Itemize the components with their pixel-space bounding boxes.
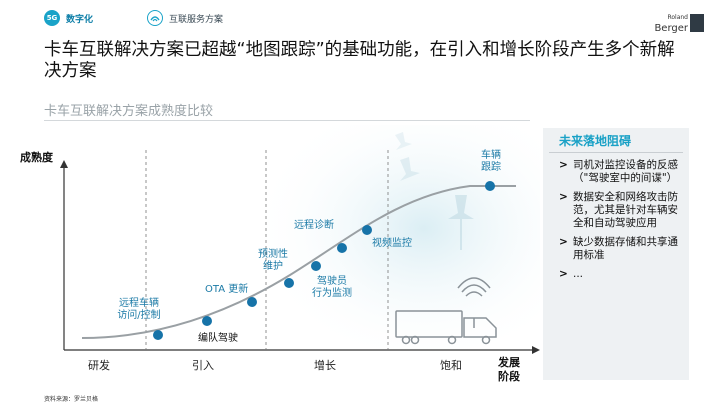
label-predictive-l2: 维护: [263, 261, 283, 272]
map-background: [250, 125, 540, 355]
label-ota-update: OTA 更新: [205, 284, 249, 295]
stage-rd: 研发: [88, 359, 110, 372]
bullet-icon: >: [559, 268, 568, 280]
brand-logo: Roland Berger: [640, 12, 688, 34]
label-tracking-l2: 跟踪: [481, 162, 501, 173]
label-remote-access: 远程车辆 访问/控制: [104, 298, 174, 322]
point-vehicle-tracking: [485, 181, 495, 191]
obstacle-item: > 司机对监控设备的反感（"驾驶室中的间谍"）: [559, 159, 683, 185]
label-driver-l2: 行为监测: [312, 288, 352, 299]
point-remote-access: [153, 330, 163, 340]
obstacle-text: 缺少数据存储和共享通用标准: [573, 236, 678, 261]
title-divider: [44, 120, 530, 121]
label-remote-access-l1: 远程车辆: [119, 298, 159, 309]
header-tag-digital: 5G 数字化: [44, 10, 93, 26]
bullet-icon: >: [559, 191, 568, 203]
obstacles-panel: 未来落地阻碍 > 司机对监控设备的反感（"驾驶室中的间谍"） > 数据安全和网络攻击…: [543, 128, 689, 380]
label-platooning: 编队驾驶: [198, 333, 238, 344]
bullet-icon: >: [559, 159, 568, 171]
x-axis-label-l2: 阶段: [498, 370, 520, 383]
obstacles-title: 未来落地阻碍: [559, 134, 632, 148]
label-remote-diagnostics: 远程诊断: [294, 220, 334, 231]
header-tag-connected-label: 互联服务方案: [169, 14, 224, 25]
header-tag-connected: 互联服务方案: [147, 10, 223, 26]
label-video-surveillance: 视频监控: [372, 238, 412, 249]
stage-introduction: 引入: [192, 359, 214, 372]
map-pin-icon: [448, 195, 474, 250]
header-tag-digital-label: 数字化: [66, 14, 94, 25]
map-pin-icon-2: [395, 132, 420, 181]
obstacles-divider: [549, 152, 683, 153]
obstacle-item: > 数据安全和网络攻击防范，尤其是针对车辆安全和自动驾驶应用: [559, 191, 683, 230]
point-video-surveillance: [362, 225, 372, 235]
point-driver-monitoring: [311, 261, 321, 271]
page-title: 卡车互联解决方案已超越“地图跟踪”的基础功能，在引入和增长阶段产生多个新解决方案: [44, 40, 675, 81]
x-axis-label-l1: 发展: [498, 356, 520, 369]
brand-line1: Roland: [667, 14, 688, 21]
point-platooning: [202, 316, 212, 326]
label-vehicle-tracking: 车辆 跟踪: [474, 150, 508, 174]
source-note: 资料来源：罗兰贝格: [44, 396, 99, 403]
point-remote-diagnostics: [337, 243, 347, 253]
truck-icon: [395, 277, 497, 345]
label-predictive-maintenance: 预测性 维护: [250, 249, 296, 273]
obstacles-list: > 司机对监控设备的反感（"驾驶室中的间谍"） > 数据安全和网络攻击防范，尤其是针…: [543, 159, 689, 281]
label-predictive-l1: 预测性: [258, 249, 288, 260]
label-driver-l1: 驾驶员: [317, 276, 347, 287]
y-axis-label: 成熟度: [20, 151, 53, 164]
label-tracking-l1: 车辆: [481, 150, 501, 161]
diagram-subtitle: 卡车互联解决方案成熟度比较: [44, 104, 214, 119]
connected-badge-icon: [147, 10, 163, 26]
brand-line2: Berger: [654, 23, 688, 34]
label-remote-access-l2: 访问/控制: [117, 310, 161, 321]
stage-growth: 增长: [314, 359, 336, 372]
obstacle-text: 数据安全和网络攻击防范，尤其是针对车辆安全和自动驾驶应用: [573, 191, 678, 229]
obstacle-item: > 缺少数据存储和共享通用标准: [559, 236, 683, 262]
digital-badge-icon: 5G: [44, 10, 60, 26]
point-predictive-maintenance: [284, 278, 294, 288]
obstacle-text: ...: [573, 268, 584, 280]
brand-mark-icon: [690, 14, 704, 32]
bullet-icon: >: [559, 236, 568, 248]
maturity-curve: [81, 185, 516, 339]
label-driver-monitoring: 驾驶员 行为监测: [304, 276, 360, 300]
obstacle-text: 司机对监控设备的反感（"驾驶室中的间谍"）: [573, 159, 678, 184]
obstacle-item: >...: [559, 268, 683, 281]
x-axis-arrow: [532, 346, 540, 354]
stage-saturation: 饱和: [440, 359, 462, 372]
y-axis-arrow: [60, 160, 68, 168]
x-axis-label: 发展 阶段: [498, 356, 520, 384]
point-ota-update: [247, 297, 257, 307]
